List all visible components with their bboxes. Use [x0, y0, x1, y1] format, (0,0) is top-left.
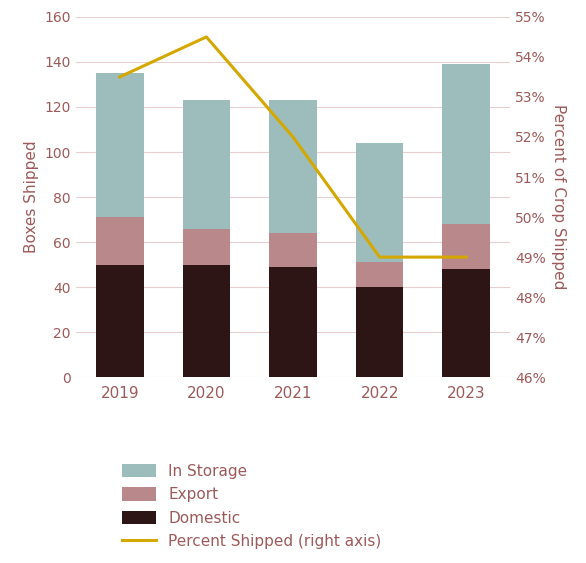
Bar — [96, 265, 144, 377]
Bar — [356, 143, 404, 262]
Bar — [442, 64, 490, 224]
Bar — [182, 265, 230, 377]
Bar — [96, 73, 144, 217]
Bar — [356, 287, 404, 377]
Bar — [182, 229, 230, 265]
Bar — [269, 233, 317, 267]
Bar — [182, 100, 230, 229]
Bar — [269, 100, 317, 233]
Bar — [96, 217, 144, 265]
Bar — [356, 262, 404, 287]
Bar — [442, 269, 490, 377]
Bar — [269, 267, 317, 377]
Y-axis label: Percent of Crop Shipped: Percent of Crop Shipped — [551, 104, 565, 290]
Y-axis label: Boxes Shipped: Boxes Shipped — [23, 141, 39, 253]
Legend: In Storage, Export, Domestic, Percent Shipped (right axis): In Storage, Export, Domestic, Percent Sh… — [117, 458, 387, 555]
Bar — [442, 224, 490, 269]
